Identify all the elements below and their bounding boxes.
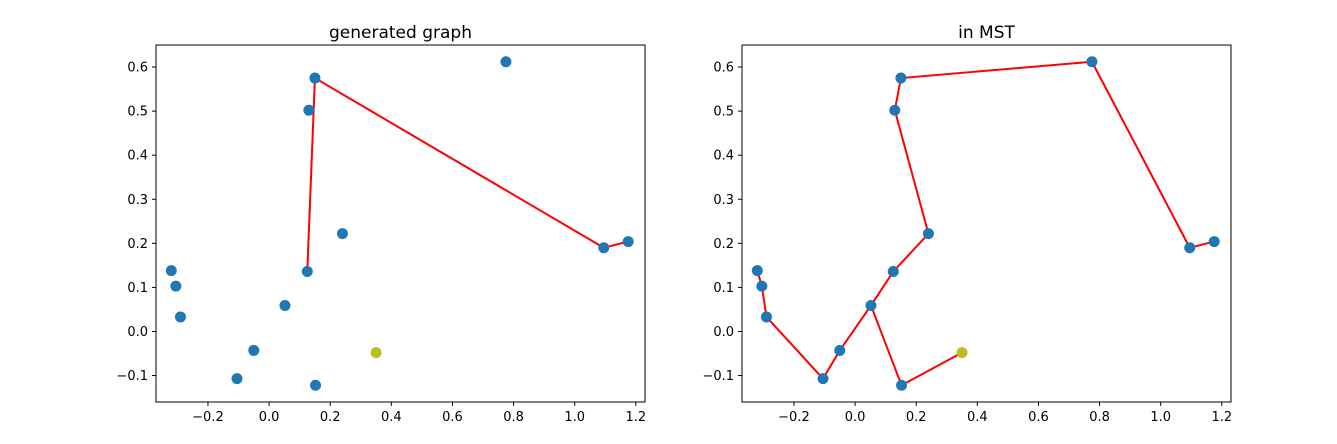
- x-tick-label: 0.6: [1028, 410, 1049, 425]
- y-tick-label: 0.2: [713, 237, 734, 252]
- data-point: [370, 347, 382, 359]
- x-tick-label: 1.2: [625, 410, 646, 425]
- data-point: [889, 104, 901, 116]
- x-tick-label: −0.2: [778, 410, 810, 425]
- y-tick-label: 0.5: [127, 105, 148, 120]
- y-tick-label: 0.0: [127, 325, 148, 340]
- data-point: [1208, 236, 1220, 248]
- y-tick-label: 0.2: [127, 237, 148, 252]
- data-point: [834, 344, 846, 356]
- y-tick-label: −0.1: [116, 369, 148, 384]
- data-point: [301, 266, 313, 278]
- chart-in-mst: in MST −0.2 0.0 0.2 0.4 0.6 0.8 1.0 1.2 −0.1 0.0 0…: [702, 23, 1232, 425]
- y-tick-label: 0.0: [713, 325, 734, 340]
- data-point: [279, 299, 291, 311]
- x-tick-label: 0.4: [967, 410, 988, 425]
- data-point: [248, 344, 260, 356]
- axes-frame: [741, 44, 1232, 403]
- data-point: [956, 347, 968, 359]
- x-tick-label: 0.2: [320, 410, 341, 425]
- y-tick-label: 0.6: [127, 61, 148, 76]
- data-point: [500, 56, 512, 68]
- data-point: [895, 72, 907, 84]
- data-point: [598, 242, 610, 254]
- data-point: [896, 379, 908, 391]
- data-point: [336, 228, 348, 240]
- x-tick-label: 1.2: [1211, 410, 1232, 425]
- y-tick-label: 0.1: [713, 281, 734, 296]
- data-point: [760, 311, 772, 323]
- data-point: [309, 72, 321, 84]
- chart-generated-graph: generated graph −0.2 0.0 0.2 0.4 0.6 0.8 1.0 1.…: [116, 23, 646, 425]
- series-line-0: [756, 60, 1215, 380]
- x-tick-label: 0.0: [845, 410, 866, 425]
- data-point: [174, 311, 186, 323]
- x-tick-label: 1.0: [1150, 410, 1171, 425]
- x-tick-label: −0.2: [192, 410, 224, 425]
- y-tick-label: 0.6: [713, 61, 734, 76]
- data-point: [170, 280, 182, 292]
- data-point: [231, 373, 243, 385]
- data-point: [751, 265, 763, 277]
- data-point: [1086, 56, 1098, 68]
- data-point: [817, 373, 829, 385]
- series-line-1: [870, 305, 963, 387]
- x-tick-label: 1.0: [564, 410, 585, 425]
- data-point: [756, 280, 768, 292]
- y-tick-label: 0.3: [127, 193, 148, 208]
- x-tick-label: 0.8: [1089, 410, 1110, 425]
- y-tick-label: 0.4: [127, 149, 148, 164]
- chart-title: generated graph: [329, 23, 472, 43]
- y-tick-label: 0.1: [127, 281, 148, 296]
- x-tick-label: 0.8: [503, 410, 524, 425]
- x-tick-label: 0.6: [442, 410, 463, 425]
- data-point: [1184, 242, 1196, 254]
- data-point: [303, 104, 315, 116]
- data-point: [865, 299, 877, 311]
- data-point: [165, 265, 177, 277]
- x-tick-label: 0.4: [381, 410, 402, 425]
- data-point: [887, 266, 899, 278]
- y-tick-label: 0.5: [713, 105, 734, 120]
- axes-frame: [155, 44, 646, 403]
- y-tick-label: 0.3: [713, 193, 734, 208]
- y-tick-label: 0.4: [713, 149, 734, 164]
- x-tick-label: 0.2: [906, 410, 927, 425]
- y-tick-label: −0.1: [702, 369, 734, 384]
- data-point: [922, 228, 934, 240]
- data-point: [622, 236, 634, 248]
- chart-title: in MST: [958, 23, 1015, 43]
- x-tick-label: 0.0: [259, 410, 280, 425]
- series-line-0: [306, 77, 629, 272]
- data-point: [310, 379, 322, 391]
